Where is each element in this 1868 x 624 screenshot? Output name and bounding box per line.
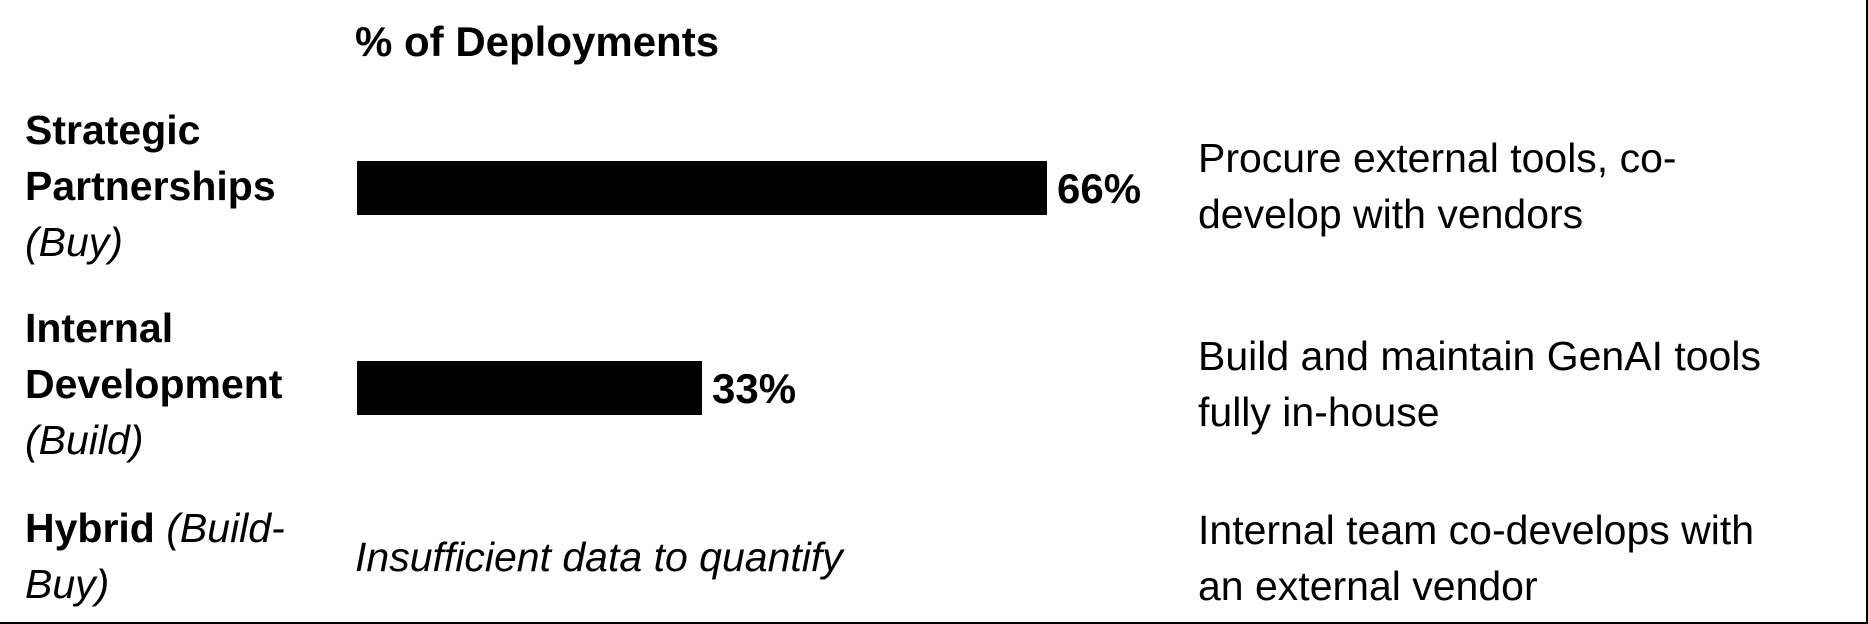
row-label-line: Development: [25, 361, 283, 407]
bar-value-label-1: 66%: [1057, 165, 1141, 212]
note-line: develop with vendors: [1198, 191, 1584, 237]
row-label-hybrid: Hybrid (Build- Buy): [25, 500, 285, 612]
row-note-strategic-partnerships: Procure external tools, co- develop with…: [1198, 130, 1677, 242]
row-note-internal-development: Build and maintain GenAI tools fully in-…: [1198, 328, 1761, 440]
bar-1: [357, 161, 1047, 215]
row-note-hybrid: Internal team co-develops with an extern…: [1198, 502, 1754, 614]
note-line: fully in-house: [1198, 389, 1440, 435]
row-label-line: (Buy): [25, 219, 123, 265]
row-label-internal-development: Internal Development (Build): [25, 300, 282, 468]
note-line: Build and maintain GenAI tools: [1198, 333, 1761, 379]
chart-title: % of Deployments: [355, 18, 720, 65]
note-line: an external vendor: [1198, 563, 1538, 609]
row-label-italic: (Build-: [166, 505, 285, 551]
insufficient-data-text: Insufficient data to quantify: [355, 534, 843, 580]
row-label-line: Strategic: [25, 107, 201, 153]
bar-value-label-2: 33%: [712, 365, 796, 412]
row-label-line: Partnerships: [25, 163, 276, 209]
row-label-line: Buy): [25, 561, 110, 607]
note-line: Procure external tools, co-: [1198, 135, 1677, 181]
note-line: Internal team co-develops with: [1198, 507, 1755, 553]
row-label-bold: Hybrid: [25, 505, 155, 551]
row-label-line: (Build): [25, 417, 144, 463]
bar-2: [357, 361, 702, 415]
row-label-line: Internal: [25, 305, 174, 351]
row-label-strategic-partnerships: Strategic Partnerships (Buy): [25, 102, 276, 270]
